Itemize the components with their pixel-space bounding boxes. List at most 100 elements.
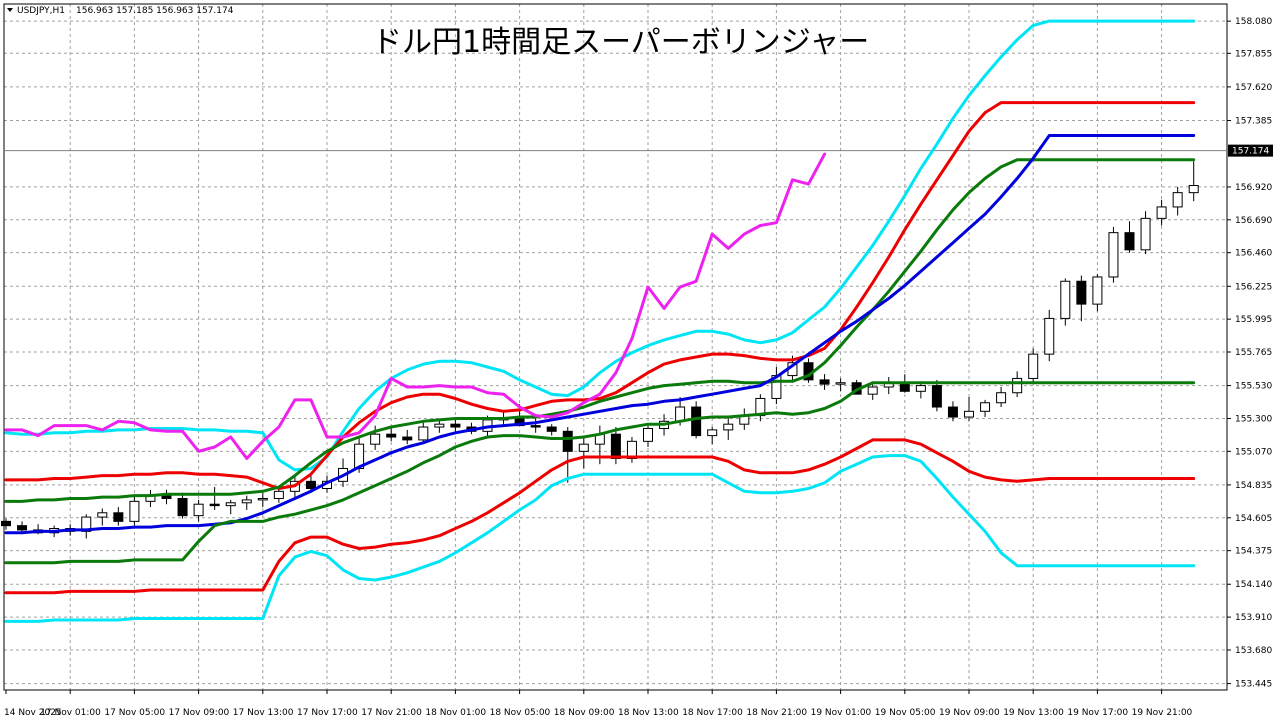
candle-body-down: [113, 512, 124, 522]
candle-body-up: [980, 402, 991, 412]
candle-body-up: [964, 410, 974, 418]
x-tick-label: 18 Nov 01:00: [425, 708, 486, 718]
candle-body-down: [161, 495, 172, 499]
candle-body-up: [129, 500, 140, 522]
symbol-name: USDJPY,H1: [17, 6, 65, 16]
candle-body-up: [273, 490, 284, 499]
candlestick: [562, 427, 573, 483]
y-tick-label: 157.385: [1235, 116, 1272, 126]
candle-body-up: [1044, 317, 1055, 355]
candle-body-up: [418, 426, 429, 441]
candlestick: [386, 427, 397, 442]
candlestick: [418, 422, 429, 445]
candlestick: [996, 387, 1007, 408]
candlestick: [546, 424, 557, 436]
candle-body-down: [1124, 232, 1135, 251]
current-price-tag: 157.174: [1228, 144, 1273, 157]
candle-body-up: [675, 406, 686, 422]
candle-body-up: [370, 433, 381, 445]
y-tick-label: 155.300: [1235, 414, 1272, 424]
y-tick-label: 153.445: [1235, 680, 1272, 690]
series-lines: [4, 19, 1196, 623]
y-tick-label: 156.690: [1235, 216, 1272, 226]
y-tick-label: 157.855: [1235, 49, 1272, 59]
candle-body-up: [257, 497, 268, 501]
candle-body-down: [177, 497, 188, 517]
dropdown-triangle-icon[interactable]: [7, 8, 13, 12]
candle-body-down: [17, 525, 28, 531]
candle-body-up: [434, 423, 445, 428]
series-line: [4, 158, 1196, 503]
candle-body-up: [1140, 217, 1151, 251]
x-tick-label: 18 Nov 13:00: [618, 708, 679, 718]
x-tick-label: 17 Nov 13:00: [233, 708, 294, 718]
candle-body-up: [1060, 280, 1071, 319]
candlestick: [1172, 186, 1183, 216]
candlestick: [578, 435, 589, 469]
x-tick-label: 18 Nov 17:00: [682, 708, 743, 718]
y-tick-label: 155.995: [1235, 315, 1272, 325]
series-line: [4, 454, 1196, 623]
candle-body-up: [1188, 185, 1199, 194]
x-tick-label: 17 Nov 05:00: [104, 708, 165, 718]
candlestick: [1092, 274, 1103, 312]
candle-body-up: [643, 427, 653, 442]
candlestick: [1028, 348, 1039, 385]
candlestick: [17, 521, 28, 533]
y-tick-label: 154.375: [1235, 547, 1272, 557]
candle-body-up: [1172, 192, 1183, 208]
candle-body-down: [305, 480, 316, 489]
series-line: [4, 101, 1196, 490]
candle-body-up: [1156, 206, 1167, 219]
candlestick: [113, 507, 124, 526]
candlestick: [257, 492, 268, 508]
candlestick: [723, 418, 734, 440]
y-tick-label: 153.910: [1235, 613, 1272, 623]
candlestick: [1188, 161, 1199, 202]
candle-body-down: [402, 436, 413, 441]
ohlc-values: 156.963 157.185 156.963 157.174: [76, 6, 234, 16]
x-tick-label: 19 Nov 13:00: [1003, 708, 1064, 718]
candlestick: [1044, 309, 1055, 362]
candle-body-up: [867, 386, 878, 395]
candlestick: [97, 508, 108, 526]
series-line: [4, 134, 1196, 535]
y-axis: 158.080 157.855 157.620 157.385 156.920 156.6…: [1227, 17, 1272, 690]
candle-body-up: [915, 385, 926, 392]
candlestick: [225, 499, 236, 515]
x-tick-label: 18 Nov 05:00: [490, 708, 551, 718]
candlestick: [1156, 199, 1167, 226]
candle-body-up: [241, 499, 252, 504]
candlestick: [819, 374, 830, 390]
candle-body-up: [835, 382, 846, 385]
candlestick: [1060, 278, 1071, 326]
candle-body-down: [562, 430, 573, 452]
candlestick: [980, 399, 991, 418]
y-tick-label: 155.765: [1235, 348, 1272, 358]
candle-body-down: [209, 503, 220, 507]
candlestick: [450, 419, 461, 432]
candlestick: [1140, 211, 1151, 255]
x-tick-label: 19 Nov 21:00: [1132, 708, 1193, 718]
candlestick: [177, 492, 188, 519]
candlestick: [209, 487, 220, 510]
candle-body-down: [450, 423, 461, 428]
x-tick-label: 19 Nov 05:00: [875, 708, 936, 718]
y-tick-label: 153.680: [1235, 646, 1272, 656]
candle-body-down: [386, 433, 397, 438]
x-tick-label: 18 Nov 21:00: [746, 708, 807, 718]
candlestick: [867, 384, 878, 400]
candlestick: [1, 518, 11, 530]
candle-body-down: [931, 385, 942, 408]
y-tick-label: 154.140: [1235, 580, 1272, 590]
candlestick: [835, 378, 846, 392]
x-tick-label: 19 Nov 17:00: [1067, 708, 1128, 718]
candle-body-up: [723, 423, 734, 431]
candle-body-up: [1092, 276, 1103, 305]
x-tick-label: 14 Nov 2025: [4, 708, 62, 718]
y-tick-label: 157.620: [1235, 83, 1272, 93]
y-tick-label: 156.920: [1235, 183, 1272, 193]
x-tick-label: 17 Nov 01:00: [40, 708, 101, 718]
